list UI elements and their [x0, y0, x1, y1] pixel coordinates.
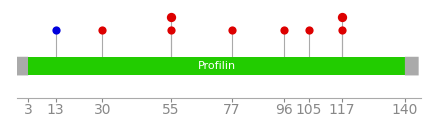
- FancyBboxPatch shape: [15, 57, 28, 76]
- Point: [168, 16, 175, 18]
- Point: [338, 29, 345, 31]
- Point: [168, 29, 175, 31]
- Point: [305, 29, 312, 31]
- Point: [280, 29, 287, 31]
- FancyBboxPatch shape: [405, 57, 419, 76]
- Text: Profilin: Profilin: [197, 61, 236, 71]
- Point: [338, 16, 345, 18]
- Point: [99, 29, 106, 31]
- Point: [228, 29, 235, 31]
- Bar: [28, 57, 405, 75]
- Point: [52, 29, 59, 31]
